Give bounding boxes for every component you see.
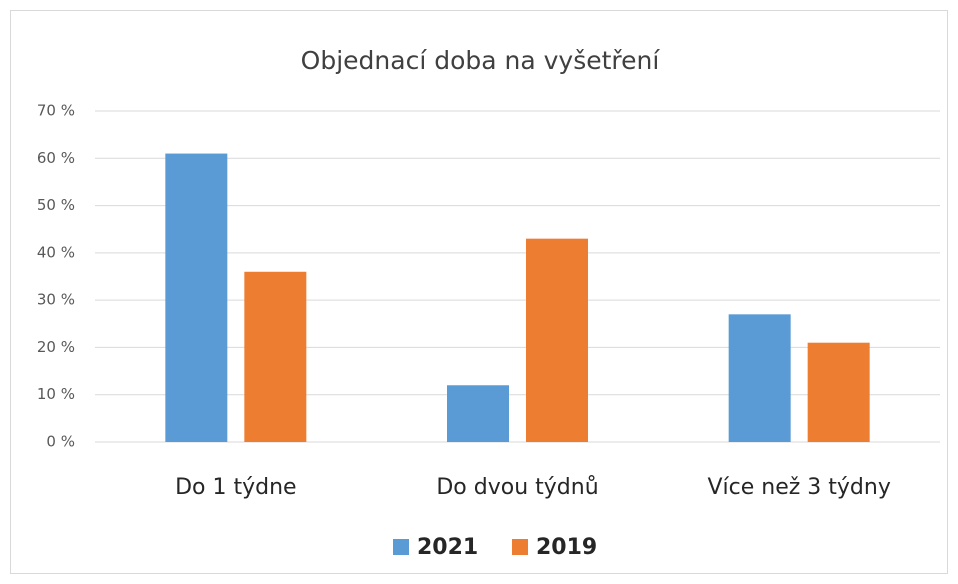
x-tick-label: Do 1 týdne <box>175 475 296 500</box>
bar <box>728 314 791 442</box>
y-tick-label: 0 % <box>46 433 75 451</box>
bar <box>165 153 228 443</box>
y-tick-label: 60 % <box>37 149 75 167</box>
x-tick-label: Do dvou týdnů <box>436 475 598 500</box>
y-tick-label: 30 % <box>37 291 75 309</box>
legend-label: 2019 <box>536 535 597 560</box>
bar <box>807 342 870 442</box>
y-tick-label: 50 % <box>37 196 75 214</box>
bar <box>447 385 509 442</box>
bar <box>244 271 307 442</box>
legend-label: 2021 <box>417 535 478 560</box>
y-tick-label: 20 % <box>37 338 75 356</box>
chart-title: Objednací doba na vyšetření <box>301 46 661 75</box>
legend-swatch <box>512 539 528 555</box>
y-tick-label: 40 % <box>37 243 75 261</box>
legend-swatch <box>393 539 409 555</box>
bar <box>526 238 588 442</box>
y-tick-label: 70 % <box>37 102 75 120</box>
y-tick-label: 10 % <box>37 385 75 403</box>
x-tick-label: Více než 3 týdny <box>707 475 890 500</box>
